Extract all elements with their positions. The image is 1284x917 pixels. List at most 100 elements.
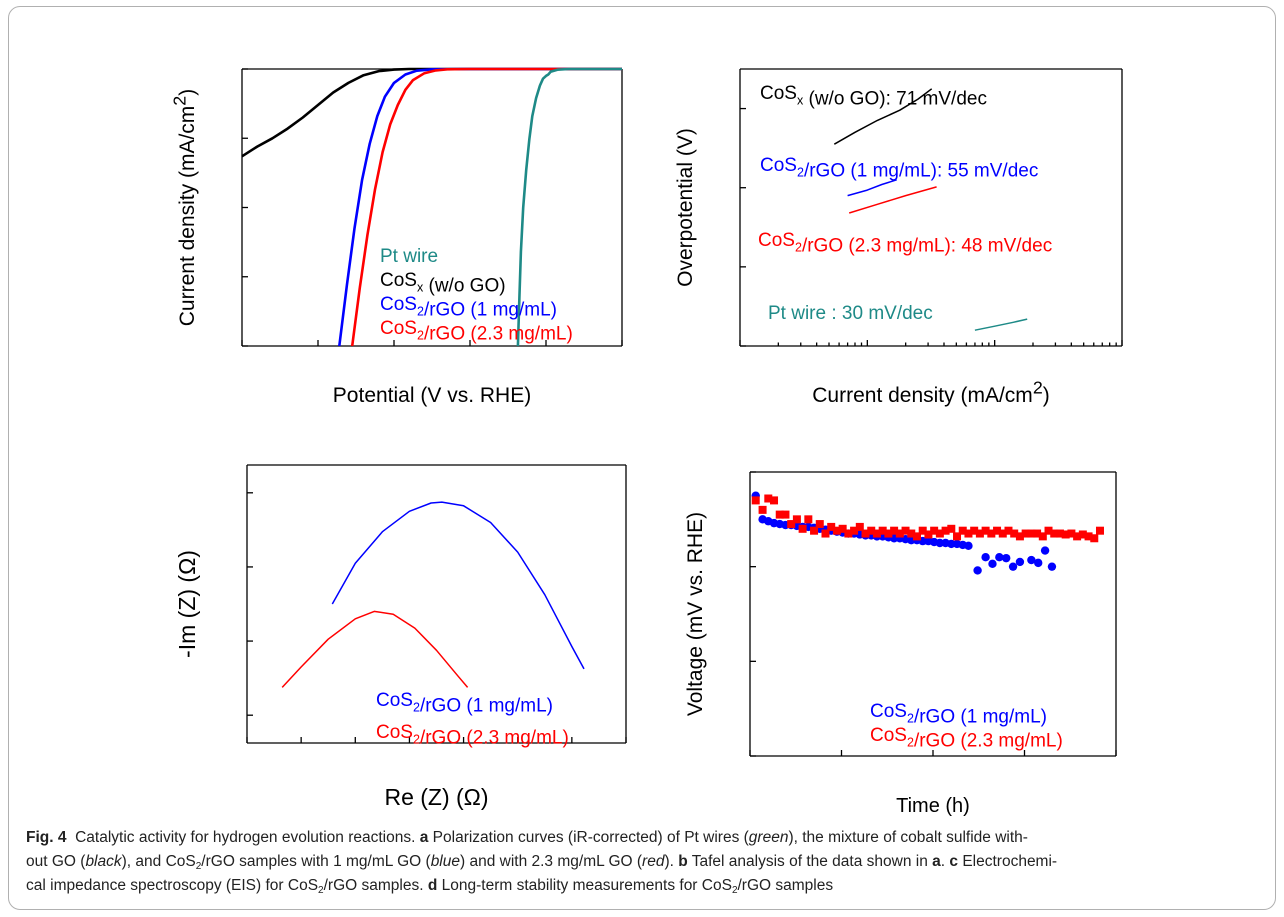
data-point-circle (1002, 553, 1011, 563)
data-point-square (1078, 530, 1087, 539)
caption-text: cal impedance spectroscopy (EIS) for CoS (26, 877, 319, 894)
data-point-square (1095, 526, 1104, 535)
data-point-square (1073, 532, 1082, 541)
data-point-square (770, 496, 779, 505)
data-point-square (998, 529, 1007, 538)
data-point-square (1038, 532, 1047, 541)
data-point-square (872, 529, 881, 538)
data-point-square (884, 529, 893, 538)
chart-panel-b: Current density (mA/cm2) Overpotential (V… (674, 68, 1123, 407)
caption-text: /rGO samples. (323, 877, 424, 894)
legend-entry: CoS2/rGO (1 mg/mL) (870, 701, 1047, 728)
data-point-square (947, 524, 956, 533)
chart-panel-c: Re (Z) (Ω) -Im (Z) (Ω) CoS2/rGO (1 mg/mL) C… (174, 464, 627, 810)
caption-text: out GO ( (26, 853, 86, 870)
legend-entry: CoSx (w/o GO) (380, 270, 506, 297)
figure-4-charts: Potential (V vs. RHE) Current density (mA… (170, 67, 1123, 817)
y-axis-title: -Im (Z) (Ω) (174, 550, 200, 658)
data-point-circle (988, 559, 997, 569)
data-point-square (821, 529, 830, 538)
data-point-circle (964, 541, 973, 551)
caption-ref-a: a (932, 853, 941, 870)
caption-text: Polarization curves (iR-corrected) of Pt… (432, 829, 749, 846)
data-point-square (1050, 529, 1059, 538)
caption-title: Catalytic activity for hydrogen evolutio… (75, 829, 416, 846)
data-point-square (832, 526, 841, 535)
data-point-square (792, 515, 801, 524)
caption-panel-b-label: b (678, 853, 688, 870)
caption-panel-a-label: a (419, 829, 429, 846)
data-point-square (1015, 532, 1024, 541)
data-point-square (941, 526, 950, 535)
legend-entry: CoS2/rGO (2.3 mg/mL) (376, 722, 569, 749)
data-point-square (981, 526, 990, 535)
data-point-square (775, 510, 784, 519)
data-point-square (1021, 529, 1030, 538)
y-axis-title: Voltage (mV vs. RHE) (684, 512, 707, 716)
data-point-square (815, 520, 824, 529)
data-point-square (844, 529, 853, 538)
caption-text: /rGO samples with 1 mg/mL GO ( (201, 853, 431, 870)
caption-text: /rGO samples (737, 877, 834, 894)
data-point-square (758, 505, 767, 514)
data-point-square (918, 526, 927, 535)
series-line-cosx (833, 88, 933, 145)
data-point-square (970, 526, 979, 535)
caption-subscript: 2 (731, 885, 738, 896)
data-point-square (907, 529, 916, 538)
legend-entry: CoS2/rGO (1 mg/mL) (380, 294, 557, 321)
data-point-square (912, 532, 921, 541)
figure-caption: Fig. 4 Catalytic activity for hydrogen e… (26, 826, 1262, 898)
data-point-square (1044, 526, 1053, 535)
annotation-label: CoSx (w/o GO): 71 mV/dec (760, 83, 987, 110)
data-point-square (827, 522, 836, 531)
data-point-square (987, 529, 996, 538)
data-point-circle (1034, 558, 1043, 568)
x-axis-title: Current density (mA/cm2) (812, 378, 1050, 407)
series-line-cosx (241, 67, 622, 158)
caption-text: Tafel analysis of the data shown in (691, 853, 928, 870)
data-point-square (953, 532, 962, 541)
series-line-cos2_23 (848, 186, 937, 214)
data-point-square (890, 526, 899, 535)
caption-text: Long-term stability measurements for CoS (441, 877, 732, 894)
data-point-square (935, 529, 944, 538)
data-point-square (861, 529, 870, 538)
x-axis-title: Time (h) (896, 795, 970, 817)
data-point-square (1084, 532, 1093, 541)
caption-subscript: 2 (195, 861, 202, 872)
caption-italic: red (642, 853, 665, 870)
caption-text: ), the mixture of cobalt sulfide with- (788, 829, 1028, 846)
chart-panel-d: Time (h) Voltage (mV vs. RHE) CoS2/rGO (1 … (684, 471, 1117, 817)
data-point-square (804, 515, 813, 524)
data-point-circle (1040, 546, 1050, 555)
data-point-square (787, 520, 796, 529)
y-axis-title: Current density (mA/cm2) (170, 89, 199, 327)
data-point-circle (1008, 562, 1018, 571)
caption-italic: black (85, 853, 122, 870)
data-point-square (1010, 529, 1019, 538)
data-point-circle (1027, 555, 1036, 565)
caption-italic: green (748, 829, 789, 846)
data-point-square (1027, 529, 1036, 538)
chart-panel-a: Potential (V vs. RHE) Current density (mA… (170, 67, 623, 407)
data-point-square (855, 522, 864, 531)
data-point-square (964, 529, 973, 538)
data-point-square (930, 526, 939, 535)
data-point-square (1090, 534, 1099, 543)
caption-subscript: 2 (318, 885, 324, 896)
series-line-cos2_1 (331, 501, 585, 670)
caption-panel-d-label: d (427, 877, 438, 894)
data-point-square (810, 526, 819, 535)
caption-text: ) and with 2.3 mg/mL GO ( (460, 853, 643, 870)
legend-entry: CoS2/rGO (1 mg/mL) (376, 690, 553, 717)
x-axis-title: Re (Z) (Ω) (384, 784, 488, 810)
data-point-circle (973, 566, 982, 575)
caption-text: Electrochemi- (962, 853, 1058, 870)
data-point-square (895, 529, 904, 538)
series-line-pt (974, 318, 1028, 331)
figure-frame (8, 6, 1276, 910)
annotation-label: CoS2/rGO (1 mg/mL): 55 mV/dec (760, 155, 1038, 182)
series-line-pt (516, 67, 622, 347)
data-point-square (1067, 529, 1076, 538)
